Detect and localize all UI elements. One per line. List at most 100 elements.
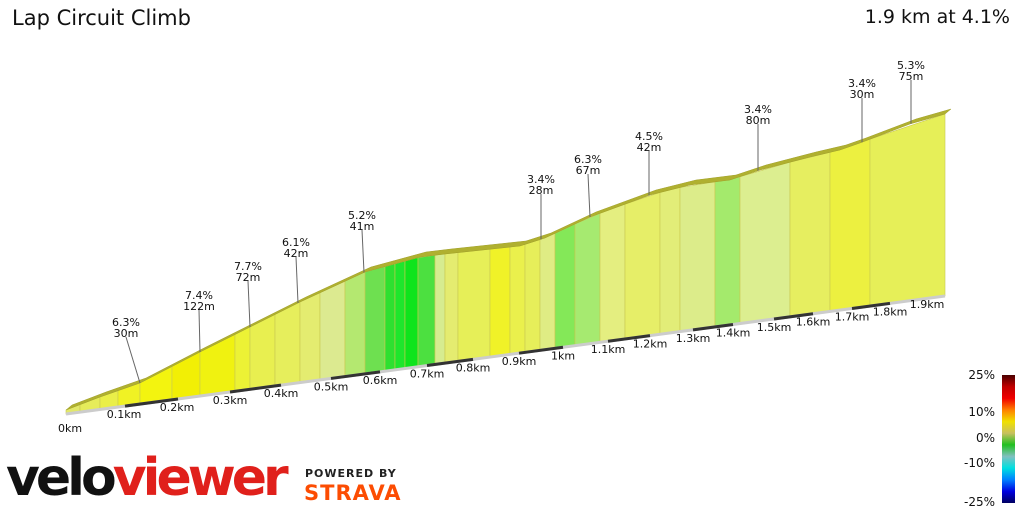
gradient-segment bbox=[344, 271, 366, 377]
logo-part-viewer: viewer bbox=[112, 448, 289, 508]
climb-summary: 1.9 km at 4.1% bbox=[864, 6, 1010, 28]
profile-top-edge bbox=[65, 108, 952, 411]
annotation-length: 42m bbox=[637, 141, 662, 154]
annotation-leader bbox=[247, 280, 251, 328]
gradient-segment bbox=[434, 253, 446, 365]
x-tick-label: 1.6km bbox=[796, 316, 831, 329]
annotation-gradient: 3.4% bbox=[744, 103, 772, 116]
baseline-dash bbox=[426, 357, 474, 368]
gradient-segment bbox=[739, 161, 791, 324]
gradient-segment bbox=[139, 365, 173, 405]
strava-logo[interactable]: STRAVA bbox=[304, 481, 402, 505]
baseline-dash bbox=[330, 370, 381, 380]
annotation-gradient: 3.4% bbox=[527, 173, 555, 186]
gradient-segment bbox=[829, 138, 871, 312]
gradient-segment bbox=[539, 232, 556, 351]
gradient-segment bbox=[789, 151, 831, 318]
annotation-gradient: 7.7% bbox=[234, 260, 262, 273]
annotation-length: 75m bbox=[899, 70, 924, 83]
annotation-length: 30m bbox=[114, 327, 139, 340]
gradient-segment bbox=[444, 252, 459, 364]
gradient-segment bbox=[714, 176, 741, 328]
gradient-segment bbox=[199, 334, 236, 397]
annotation-length: 42m bbox=[284, 247, 309, 260]
gradient-segment bbox=[524, 239, 541, 353]
logo-part-velo: velo bbox=[6, 448, 117, 508]
annotation-leader bbox=[198, 309, 201, 353]
annotation-gradient: 6.3% bbox=[112, 316, 140, 329]
gradient-segment bbox=[404, 257, 419, 369]
gradient-segment bbox=[234, 326, 251, 392]
annotation-length: 72m bbox=[236, 271, 261, 284]
annotation-length: 67m bbox=[576, 164, 601, 177]
x-tick-label: 1.4km bbox=[716, 326, 751, 339]
gradient-segment bbox=[249, 314, 276, 390]
veloviewer-logo[interactable]: veloviewer bbox=[6, 448, 289, 508]
baseline-dash bbox=[692, 322, 734, 332]
annotation-gradient: 6.3% bbox=[574, 153, 602, 166]
annotation-gradient: 5.2% bbox=[348, 209, 376, 222]
x-tick-label: 0.5km bbox=[314, 380, 349, 393]
annotation-length: 41m bbox=[350, 220, 375, 233]
annotation-length: 80m bbox=[746, 114, 771, 127]
x-tick-label: 1.5km bbox=[757, 321, 792, 334]
baseline-dash bbox=[773, 312, 814, 321]
legend-label: -10% bbox=[964, 456, 995, 470]
x-tick-label: 0.7km bbox=[410, 368, 445, 381]
x-tick-label: 0km bbox=[58, 422, 82, 435]
annotation-length: 122m bbox=[183, 300, 215, 313]
x-tick-label: 1.3km bbox=[676, 332, 711, 345]
gradient-segment bbox=[599, 203, 626, 343]
gradient-segment bbox=[574, 212, 601, 347]
annotation-gradient: 6.1% bbox=[282, 236, 310, 249]
annotation-leader bbox=[295, 256, 299, 304]
gradient-segment bbox=[299, 292, 321, 383]
baseline-dash bbox=[851, 301, 891, 310]
annotation-gradient: 5.3% bbox=[897, 59, 925, 72]
x-tick-label: 1.7km bbox=[835, 310, 870, 323]
legend-label: 25% bbox=[968, 368, 995, 382]
annotation-length: 30m bbox=[850, 88, 875, 101]
x-tick-label: 0.2km bbox=[160, 401, 195, 414]
powered-by-label: POWERED BY bbox=[305, 467, 397, 480]
legend-label: 10% bbox=[968, 405, 995, 419]
x-tick-label: 0.1km bbox=[107, 408, 142, 421]
annotation-length: 28m bbox=[529, 184, 554, 197]
gradient-segment bbox=[384, 263, 396, 372]
gradient-segment bbox=[319, 280, 346, 381]
gradient-segment bbox=[489, 246, 511, 358]
x-tick-label: 1.8km bbox=[873, 305, 908, 318]
gradient-segment bbox=[394, 260, 406, 371]
x-tick-label: 0.4km bbox=[264, 387, 299, 400]
annotation-gradient: 4.5% bbox=[635, 130, 663, 143]
x-tick-label: 1km bbox=[551, 349, 575, 362]
annotation-gradient: 7.4% bbox=[185, 289, 213, 302]
x-tick-label: 1.1km bbox=[591, 343, 626, 356]
baseline-dash bbox=[607, 334, 651, 343]
x-tick-label: 0.9km bbox=[502, 355, 537, 368]
annotation-leader bbox=[361, 229, 365, 273]
gradient-segment bbox=[679, 181, 716, 332]
gradient-segment bbox=[509, 244, 526, 355]
x-tick-label: 0.3km bbox=[213, 394, 248, 407]
baseline-dash bbox=[229, 383, 282, 394]
baseline-dash bbox=[124, 397, 179, 408]
gradient-segment bbox=[869, 113, 946, 307]
annotation-leader bbox=[125, 336, 141, 384]
annotation-leader bbox=[587, 173, 591, 218]
x-tick-label: 1.9km bbox=[910, 298, 945, 311]
gradient-segment bbox=[659, 187, 681, 335]
gradient-segment bbox=[417, 254, 436, 368]
annotation-gradient: 3.4% bbox=[848, 77, 876, 90]
gradient-segment bbox=[624, 192, 661, 340]
gradient-segment bbox=[274, 301, 301, 387]
gradient-segment bbox=[554, 223, 576, 349]
gradient-segment bbox=[457, 248, 491, 362]
page-title: Lap Circuit Climb bbox=[12, 6, 191, 30]
x-tick-label: 0.6km bbox=[363, 374, 398, 387]
x-tick-label: 1.2km bbox=[633, 338, 668, 351]
baseline-dash bbox=[518, 345, 564, 355]
gradient-segment bbox=[364, 266, 386, 375]
legend-label: -25% bbox=[964, 495, 995, 509]
